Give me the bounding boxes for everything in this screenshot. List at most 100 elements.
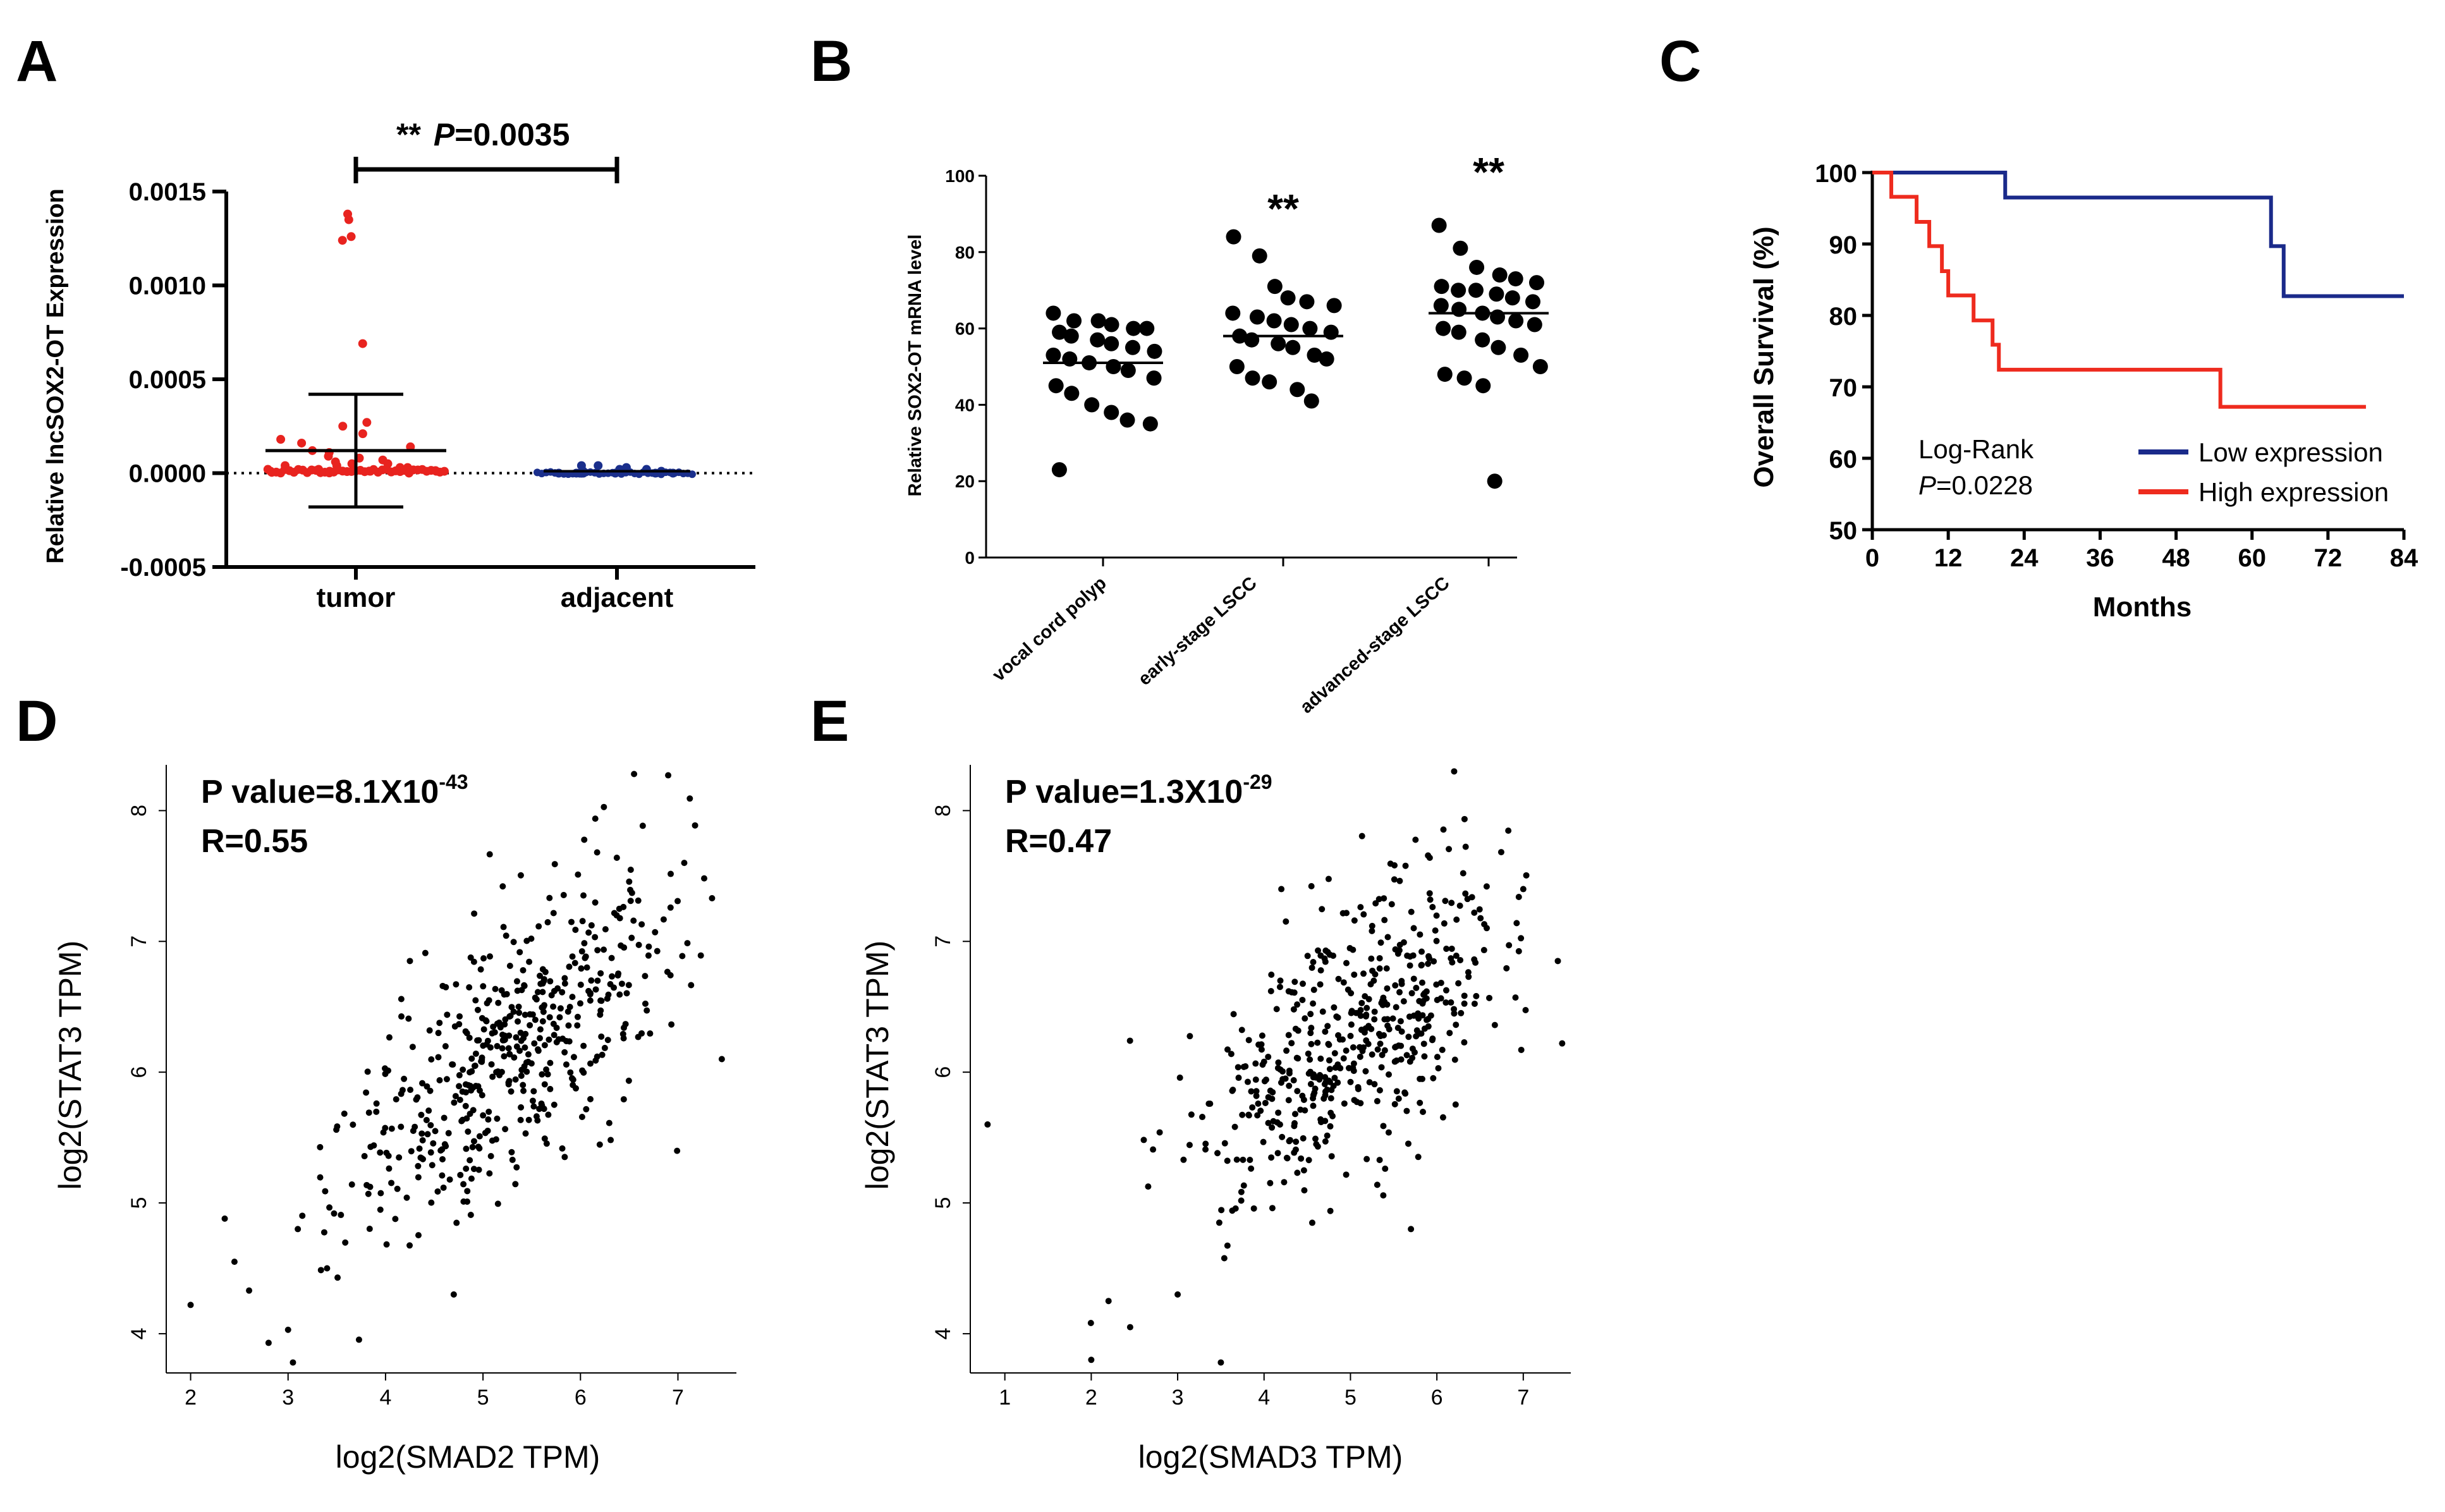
- panel-e-point: [1375, 896, 1382, 903]
- panel-d-point: [383, 1241, 390, 1248]
- panel-d-point: [523, 1068, 530, 1075]
- panel-e-point: [1283, 1047, 1290, 1054]
- panel-d-point: [581, 940, 588, 947]
- panel-e-point: [1391, 1100, 1398, 1107]
- panel-d-point: [523, 937, 530, 944]
- panel-e-point: [1202, 1140, 1209, 1147]
- panel-e-point: [1409, 1046, 1416, 1052]
- panel-b-point-0: [1064, 386, 1080, 401]
- panel-d-point: [317, 1267, 324, 1274]
- panel-d-point: [547, 978, 554, 985]
- panel-e-point: [1254, 1112, 1261, 1119]
- panel-d-point: [506, 1013, 513, 1020]
- panel-e-point: [1443, 946, 1450, 953]
- panel-e-point: [1451, 768, 1458, 775]
- panel-d-point: [331, 1210, 338, 1217]
- panel-d-point: [534, 989, 541, 996]
- panel-e-point: [1239, 1111, 1246, 1118]
- panel-b-point-2: [1508, 271, 1523, 287]
- panel-e-point: [1421, 1053, 1428, 1060]
- panel-a-tumor-point: [344, 215, 353, 224]
- panel-d-point: [462, 1081, 469, 1088]
- panel-e-ytick-label: 5: [931, 1197, 955, 1209]
- panel-e-point: [1294, 1088, 1301, 1095]
- panel-e-point: [1240, 1156, 1247, 1163]
- panel-b-point-1: [1249, 309, 1265, 325]
- panel-b-ytick-label: 20: [955, 472, 975, 491]
- panel-d-point: [517, 1029, 524, 1036]
- panel-e-xtick-label: 2: [1085, 1386, 1097, 1410]
- panel-e-point: [1473, 992, 1480, 999]
- panel-a-marks: 0.0015 0.0010 0.0005 0.0000 -0.0005: [120, 157, 755, 582]
- panel-d-point: [439, 1172, 446, 1179]
- panel-a-xtick-tumor: tumor: [317, 582, 396, 613]
- panel-d-point: [574, 1013, 581, 1020]
- panel-d-point: [392, 1216, 399, 1222]
- panel-d-point: [476, 1087, 483, 1094]
- panel-d-point: [620, 903, 627, 910]
- panel-d-point: [625, 982, 632, 989]
- panel-e-point: [1317, 1055, 1324, 1062]
- panel-a-ytick-label: 0.0005: [129, 366, 206, 394]
- panel-d-point: [437, 1147, 444, 1154]
- panel-e-point: [1360, 911, 1367, 918]
- panel-d-point: [505, 1081, 512, 1088]
- panel-e-point: [1301, 1187, 1308, 1194]
- panel-b-point-1: [1226, 229, 1241, 245]
- panel-a-tumor-point: [358, 339, 367, 348]
- panel-e-point: [1351, 917, 1358, 924]
- panel-d-point: [508, 1004, 515, 1011]
- panel-e-point: [1348, 1021, 1355, 1028]
- panel-d-point: [434, 1188, 441, 1195]
- panel-d-point: [492, 1136, 499, 1143]
- panel-d-point: [394, 1185, 401, 1192]
- panel-e-point: [1432, 927, 1439, 934]
- panel-e-point: [1340, 979, 1347, 986]
- panel-d-point: [476, 1145, 483, 1152]
- panel-b-point-1: [1244, 332, 1260, 348]
- panel-d-point: [408, 1148, 415, 1155]
- panel-d-point: [366, 1226, 373, 1233]
- panel-a-significance: ** P=0.0035: [396, 117, 570, 152]
- panel-e-point: [1461, 1039, 1468, 1046]
- panel-e-point: [1308, 1025, 1315, 1032]
- panel-d-point: [578, 965, 585, 972]
- panel-d-xtick-label: 7: [672, 1386, 684, 1410]
- panel-d-point: [516, 949, 523, 956]
- panel-d-point: [415, 1174, 422, 1181]
- panel-e-point: [1486, 994, 1493, 1001]
- panel-e-point: [1394, 1025, 1401, 1032]
- panel-b-xtick-early: early-stage LSCC: [1135, 573, 1261, 690]
- panel-e-point: [1308, 1040, 1315, 1047]
- panel-e-point: [1433, 912, 1440, 919]
- panel-d-point: [602, 926, 609, 933]
- panel-d-point: [432, 1128, 439, 1135]
- panel-b-ytick-label: 60: [955, 319, 975, 339]
- panel-e-point: [1513, 920, 1520, 927]
- panel-b-point-0: [1051, 462, 1067, 478]
- panel-e-point: [1325, 1040, 1332, 1047]
- panel-d-point: [523, 1059, 530, 1066]
- panel-d-point: [492, 985, 499, 992]
- panel-e-point: [1554, 958, 1561, 965]
- panel-e-point: [1267, 988, 1274, 995]
- panel-c-xtick-label: 12: [1934, 544, 1963, 572]
- panel-e-point: [1425, 953, 1432, 960]
- panel-e-point: [1353, 1009, 1360, 1016]
- panel-e-point: [1186, 1142, 1193, 1149]
- panel-d-point: [470, 958, 477, 965]
- panel-d-point: [405, 1015, 412, 1022]
- panel-e-point: [1393, 1057, 1400, 1064]
- panel-e-point: [1391, 876, 1398, 883]
- panel-d-point: [613, 855, 620, 862]
- panel-e-point: [1261, 1078, 1268, 1085]
- panel-d-point: [442, 1043, 449, 1050]
- panel-d-point: [667, 972, 674, 979]
- panel-d-point: [580, 892, 587, 899]
- panel-e-point: [1384, 934, 1391, 941]
- panel-d-point: [456, 1083, 463, 1090]
- panel-e-point: [1242, 1063, 1249, 1070]
- panel-e-point: [1421, 1025, 1428, 1032]
- panel-e-point: [1426, 890, 1433, 897]
- panel-e-point: [1238, 1027, 1245, 1033]
